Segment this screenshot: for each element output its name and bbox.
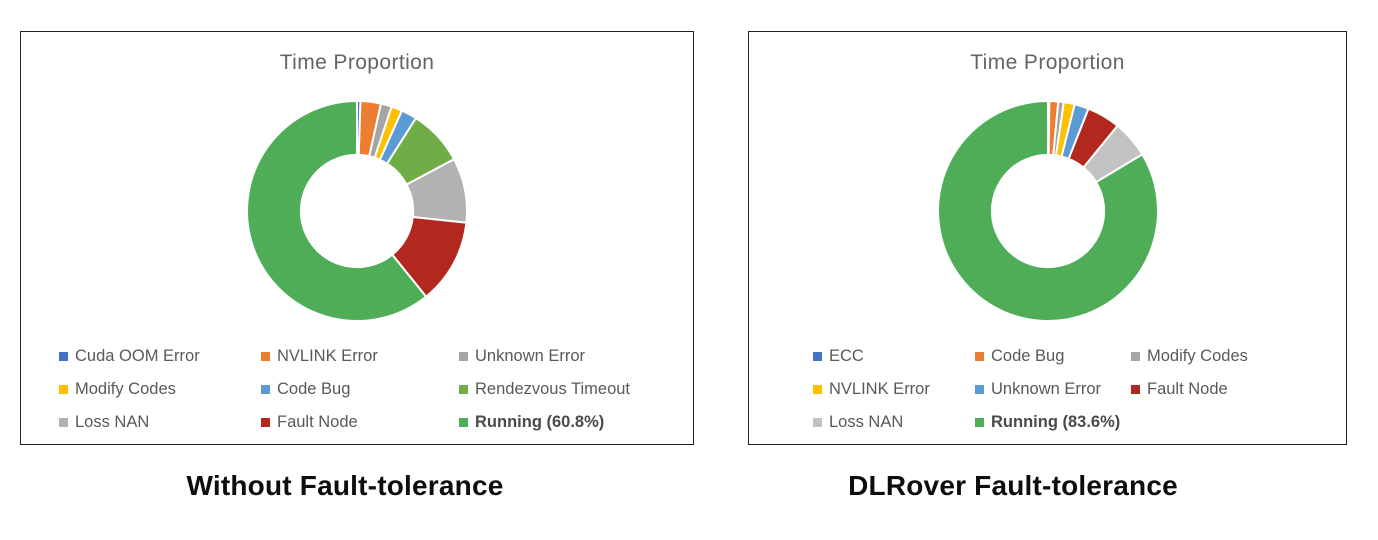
legend-swatch-icon [459, 417, 468, 427]
legend-label: Unknown Error [991, 380, 1102, 398]
legend-swatch-icon [261, 417, 270, 427]
legend-label: Cuda OOM Error [75, 347, 200, 365]
legend-label: Unknown Error [475, 347, 586, 365]
legend-label: Modify Codes [1147, 347, 1248, 365]
legend-swatch-icon [261, 384, 270, 394]
legend-swatch-icon [975, 351, 984, 361]
chart-panel-dlrover-fault-tolerance: Time Proportion ECC Code Bug Modify Codes N… [748, 31, 1347, 445]
legend-label: NVLINK Error [829, 380, 930, 398]
legend-item-ecc: ECC [813, 346, 975, 366]
caption-dlrover-fault-tolerance: DLRover Fault-tolerance [848, 470, 1178, 501]
donut-chart-dlrover-fault-tolerance [936, 99, 1159, 322]
legend-swatch-icon [975, 384, 984, 394]
legend-swatch-icon [813, 351, 822, 361]
legend-label: Fault Node [1147, 380, 1228, 398]
legend-swatch-icon [813, 384, 822, 394]
legend-swatch-icon [1131, 351, 1140, 361]
legend-item-running: Running (83.6%) [975, 412, 1131, 432]
legend-label: Fault Node [277, 413, 358, 431]
legend-swatch-icon [975, 417, 984, 427]
legend-item-nvlink-error: NVLINK Error [813, 379, 975, 399]
legend-label: Code Bug [277, 380, 351, 398]
legend-swatch-icon [59, 384, 68, 394]
legend-item-loss-nan: Loss NAN [59, 412, 261, 432]
legend-label: NVLINK Error [277, 347, 378, 365]
chart-title: Time Proportion [970, 51, 1125, 74]
donut-chart-without-fault-tolerance [246, 99, 468, 322]
donut-slice-running [246, 99, 428, 322]
legend-swatch-icon [1131, 384, 1140, 394]
legend-item-code-bug: Code Bug [975, 346, 1131, 366]
legend-label: Running (83.6%) [991, 413, 1121, 431]
legend-swatch-icon [59, 417, 68, 427]
legend-item-unknown-error: Unknown Error [459, 346, 693, 366]
legend-item-cuda-oom-error: Cuda OOM Error [59, 346, 261, 366]
legend-item-fault-node: Fault Node [1131, 379, 1346, 399]
legend-item-nvlink-error: NVLINK Error [261, 346, 459, 366]
legend-label: ECC [829, 347, 864, 365]
legend-item-unknown-error: Unknown Error [975, 379, 1131, 399]
legend-swatch-icon [459, 351, 468, 361]
legend-item-loss-nan: Loss NAN [813, 412, 975, 432]
chart-panel-without-fault-tolerance: Time Proportion Cuda OOM Error NVLINK Err… [20, 31, 694, 445]
legend-item-modify-codes: Modify Codes [1131, 346, 1346, 366]
legend-swatch-icon [813, 417, 822, 427]
legend-item-fault-node: Fault Node [261, 412, 459, 432]
legend-label: Running (60.8%) [475, 413, 605, 431]
legend-swatch-icon [59, 351, 68, 361]
donut-slice-running [936, 99, 1159, 322]
legend-item-code-bug: Code Bug [261, 379, 459, 399]
legend-label: Modify Codes [75, 380, 176, 398]
legend-swatch-icon [459, 384, 468, 394]
legend-item-modify-codes: Modify Codes [59, 379, 261, 399]
legend-swatch-icon [261, 351, 270, 361]
legend-label: Loss NAN [829, 413, 904, 431]
legend-item-rendezvous-timeout: Rendezvous Timeout [459, 379, 693, 399]
chart-legend: Cuda OOM Error NVLINK Error Unknown Error M… [21, 346, 693, 432]
caption-without-fault-tolerance: Without Fault-tolerance [186, 470, 504, 501]
legend-label: Loss NAN [75, 413, 150, 431]
chart-title: Time Proportion [279, 51, 435, 74]
legend-item-running: Running (60.8%) [459, 412, 693, 432]
legend-label: Rendezvous Timeout [475, 380, 631, 398]
chart-legend: ECC Code Bug Modify Codes NVLINK Error Unkno… [749, 346, 1346, 432]
legend-label: Code Bug [991, 347, 1065, 365]
